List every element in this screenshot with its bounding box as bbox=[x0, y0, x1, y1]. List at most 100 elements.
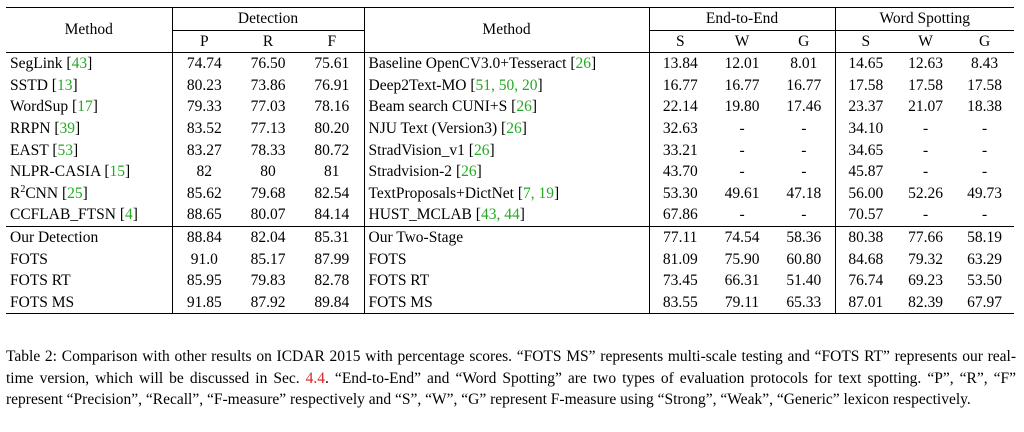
header-e2e-w: W bbox=[711, 30, 774, 54]
end-to-end-value: 60.80 bbox=[773, 248, 836, 271]
word-spotting-value: 34.10 bbox=[848, 120, 884, 138]
end-to-end-value: - bbox=[739, 206, 745, 224]
citation-link: 7, 19 bbox=[523, 184, 554, 202]
detection-value: 89.84 bbox=[300, 291, 365, 314]
method-name: StradVision_v1 bbox=[368, 141, 465, 159]
end-to-end-value: 17.46 bbox=[773, 96, 836, 118]
citation-link: 43, 44 bbox=[480, 206, 520, 224]
word-spotting-value: - bbox=[981, 141, 988, 159]
detection-value: 87.92 bbox=[250, 293, 286, 311]
method-name: CCFLAB_FTSN bbox=[10, 206, 116, 224]
end-to-end-value: - bbox=[773, 117, 836, 140]
word-spotting-value: 49.73 bbox=[967, 184, 1002, 202]
detection-value: 82.04 bbox=[236, 225, 300, 249]
citation-link: 26 bbox=[473, 141, 490, 159]
end-to-end-value: 51.40 bbox=[773, 270, 836, 292]
word-spotting-value: 34.65 bbox=[848, 141, 884, 159]
end-to-end-value: 47.18 bbox=[773, 182, 836, 205]
end-to-end-value: 33.21 bbox=[662, 141, 698, 159]
word-spotting-value: 18.38 bbox=[967, 98, 1002, 116]
end-to-end-value: 75.90 bbox=[724, 250, 760, 268]
end-to-end-value: - bbox=[739, 120, 745, 138]
end-to-end-value: 16.77 bbox=[773, 74, 836, 97]
citation-link: 53 bbox=[57, 141, 74, 159]
method-cell: NLPR-CASIA [15] bbox=[6, 161, 173, 183]
word-spotting-value: 56.00 bbox=[848, 184, 884, 202]
citation-link: 26 bbox=[461, 163, 477, 181]
table-row: RRPN [39] 83.52 77.13 80.20 NJU Text (Versio… bbox=[6, 117, 1014, 140]
end-to-end-value: 19.80 bbox=[724, 98, 760, 116]
word-spotting-value: 79.32 bbox=[908, 250, 943, 268]
end-to-end-value: - bbox=[773, 204, 836, 227]
citation-link: 26 bbox=[506, 120, 522, 138]
method-name: NLPR-CASIA bbox=[10, 163, 101, 181]
method-cell: SSTD [13] bbox=[6, 74, 173, 97]
word-spotting-value: - bbox=[922, 206, 929, 224]
detection-value: 83.27 bbox=[186, 141, 222, 159]
word-spotting-value: 45.87 bbox=[848, 163, 884, 181]
citation-link: 15 bbox=[109, 163, 125, 181]
word-spotting-value: - bbox=[922, 163, 929, 181]
word-spotting-value: 21.07 bbox=[908, 98, 943, 116]
method-cell: HUST_MCLAB [43, 44] bbox=[364, 204, 650, 227]
method-name: TextProposals+DictNet bbox=[368, 184, 514, 202]
word-spotting-value: 8.43 bbox=[970, 55, 999, 73]
word-spotting-value: 77.66 bbox=[896, 225, 956, 249]
detection-value: 80.20 bbox=[300, 117, 365, 140]
header-det-p: P bbox=[172, 30, 236, 54]
word-spotting-value: 17.58 bbox=[908, 76, 943, 94]
header-det-f: F bbox=[300, 30, 365, 54]
word-spotting-value: 69.23 bbox=[908, 272, 943, 290]
method-cell: Our Detection bbox=[6, 225, 173, 249]
end-to-end-value: 67.86 bbox=[662, 206, 698, 224]
method-name: SegLink bbox=[10, 55, 63, 73]
method-name: EAST bbox=[10, 141, 49, 159]
method-name: Baseline OpenCV3.0+Tesseract bbox=[368, 55, 567, 73]
citation-link: 25 bbox=[67, 184, 83, 202]
method-cell: FOTS bbox=[364, 248, 650, 271]
word-spotting-value: 84.68 bbox=[848, 250, 884, 268]
header-row-top: Method Detection Method End-to-End Word … bbox=[6, 7, 1015, 54]
detection-value: 84.14 bbox=[300, 204, 365, 227]
end-to-end-value: 83.55 bbox=[662, 293, 698, 311]
citation-link: 26 bbox=[575, 55, 591, 73]
word-spotting-value: 17.58 bbox=[848, 76, 884, 94]
detection-value: 81 bbox=[300, 161, 365, 183]
detection-value: 91.85 bbox=[186, 293, 222, 311]
word-spotting-value: 76.74 bbox=[848, 272, 884, 290]
end-to-end-value: 81.09 bbox=[662, 250, 698, 268]
end-to-end-value: 43.70 bbox=[662, 163, 698, 181]
table-row: EAST [53] 83.27 78.33 80.72 StradVision_v1 [… bbox=[6, 139, 1014, 162]
word-spotting-value: 67.97 bbox=[967, 293, 1002, 311]
detection-value: 80.07 bbox=[250, 206, 286, 224]
results-table: Method Detection Method End-to-End Word … bbox=[6, 7, 1015, 315]
citation-link: 26 bbox=[516, 98, 532, 116]
table-row: R2CNN [25] 85.62 79.68 82.54 TextProposals+D… bbox=[6, 182, 1014, 205]
word-spotting-value: 23.37 bbox=[848, 98, 884, 116]
header-method-right: Method bbox=[364, 7, 650, 54]
citation-link: 43 bbox=[71, 55, 88, 73]
method-name: R bbox=[10, 184, 21, 202]
header-e2e-g: G bbox=[773, 30, 836, 54]
method-cell: Baseline OpenCV3.0+Tesseract [26] bbox=[364, 52, 650, 75]
method-name: WordSup bbox=[10, 98, 69, 116]
end-to-end-value: 73.45 bbox=[662, 272, 698, 290]
detection-value: 88.84 bbox=[172, 225, 236, 249]
method-cell: SegLink [43] bbox=[6, 52, 173, 75]
method-cell: WordSup [17] bbox=[6, 96, 173, 118]
word-spotting-value: 82.39 bbox=[908, 293, 943, 311]
detection-value: 78.16 bbox=[300, 96, 365, 118]
detection-value: 74.74 bbox=[186, 55, 222, 73]
method-name: Stradvision-2 bbox=[368, 163, 453, 181]
citation-link: 4 bbox=[125, 206, 133, 224]
end-to-end-value: 53.30 bbox=[662, 184, 698, 202]
method-name: Beam search CUNI+S bbox=[368, 98, 508, 116]
method-superscript: 2 bbox=[20, 183, 26, 195]
word-spotting-value: 80.38 bbox=[835, 225, 897, 249]
header-detection: Detection bbox=[172, 7, 365, 31]
end-to-end-value: 66.31 bbox=[724, 272, 760, 290]
citation-link: 39 bbox=[59, 120, 76, 138]
detection-value: 85.31 bbox=[300, 225, 365, 249]
caption-text-2: . “End-to-End” and “Word Spotting” are t… bbox=[6, 369, 1016, 409]
